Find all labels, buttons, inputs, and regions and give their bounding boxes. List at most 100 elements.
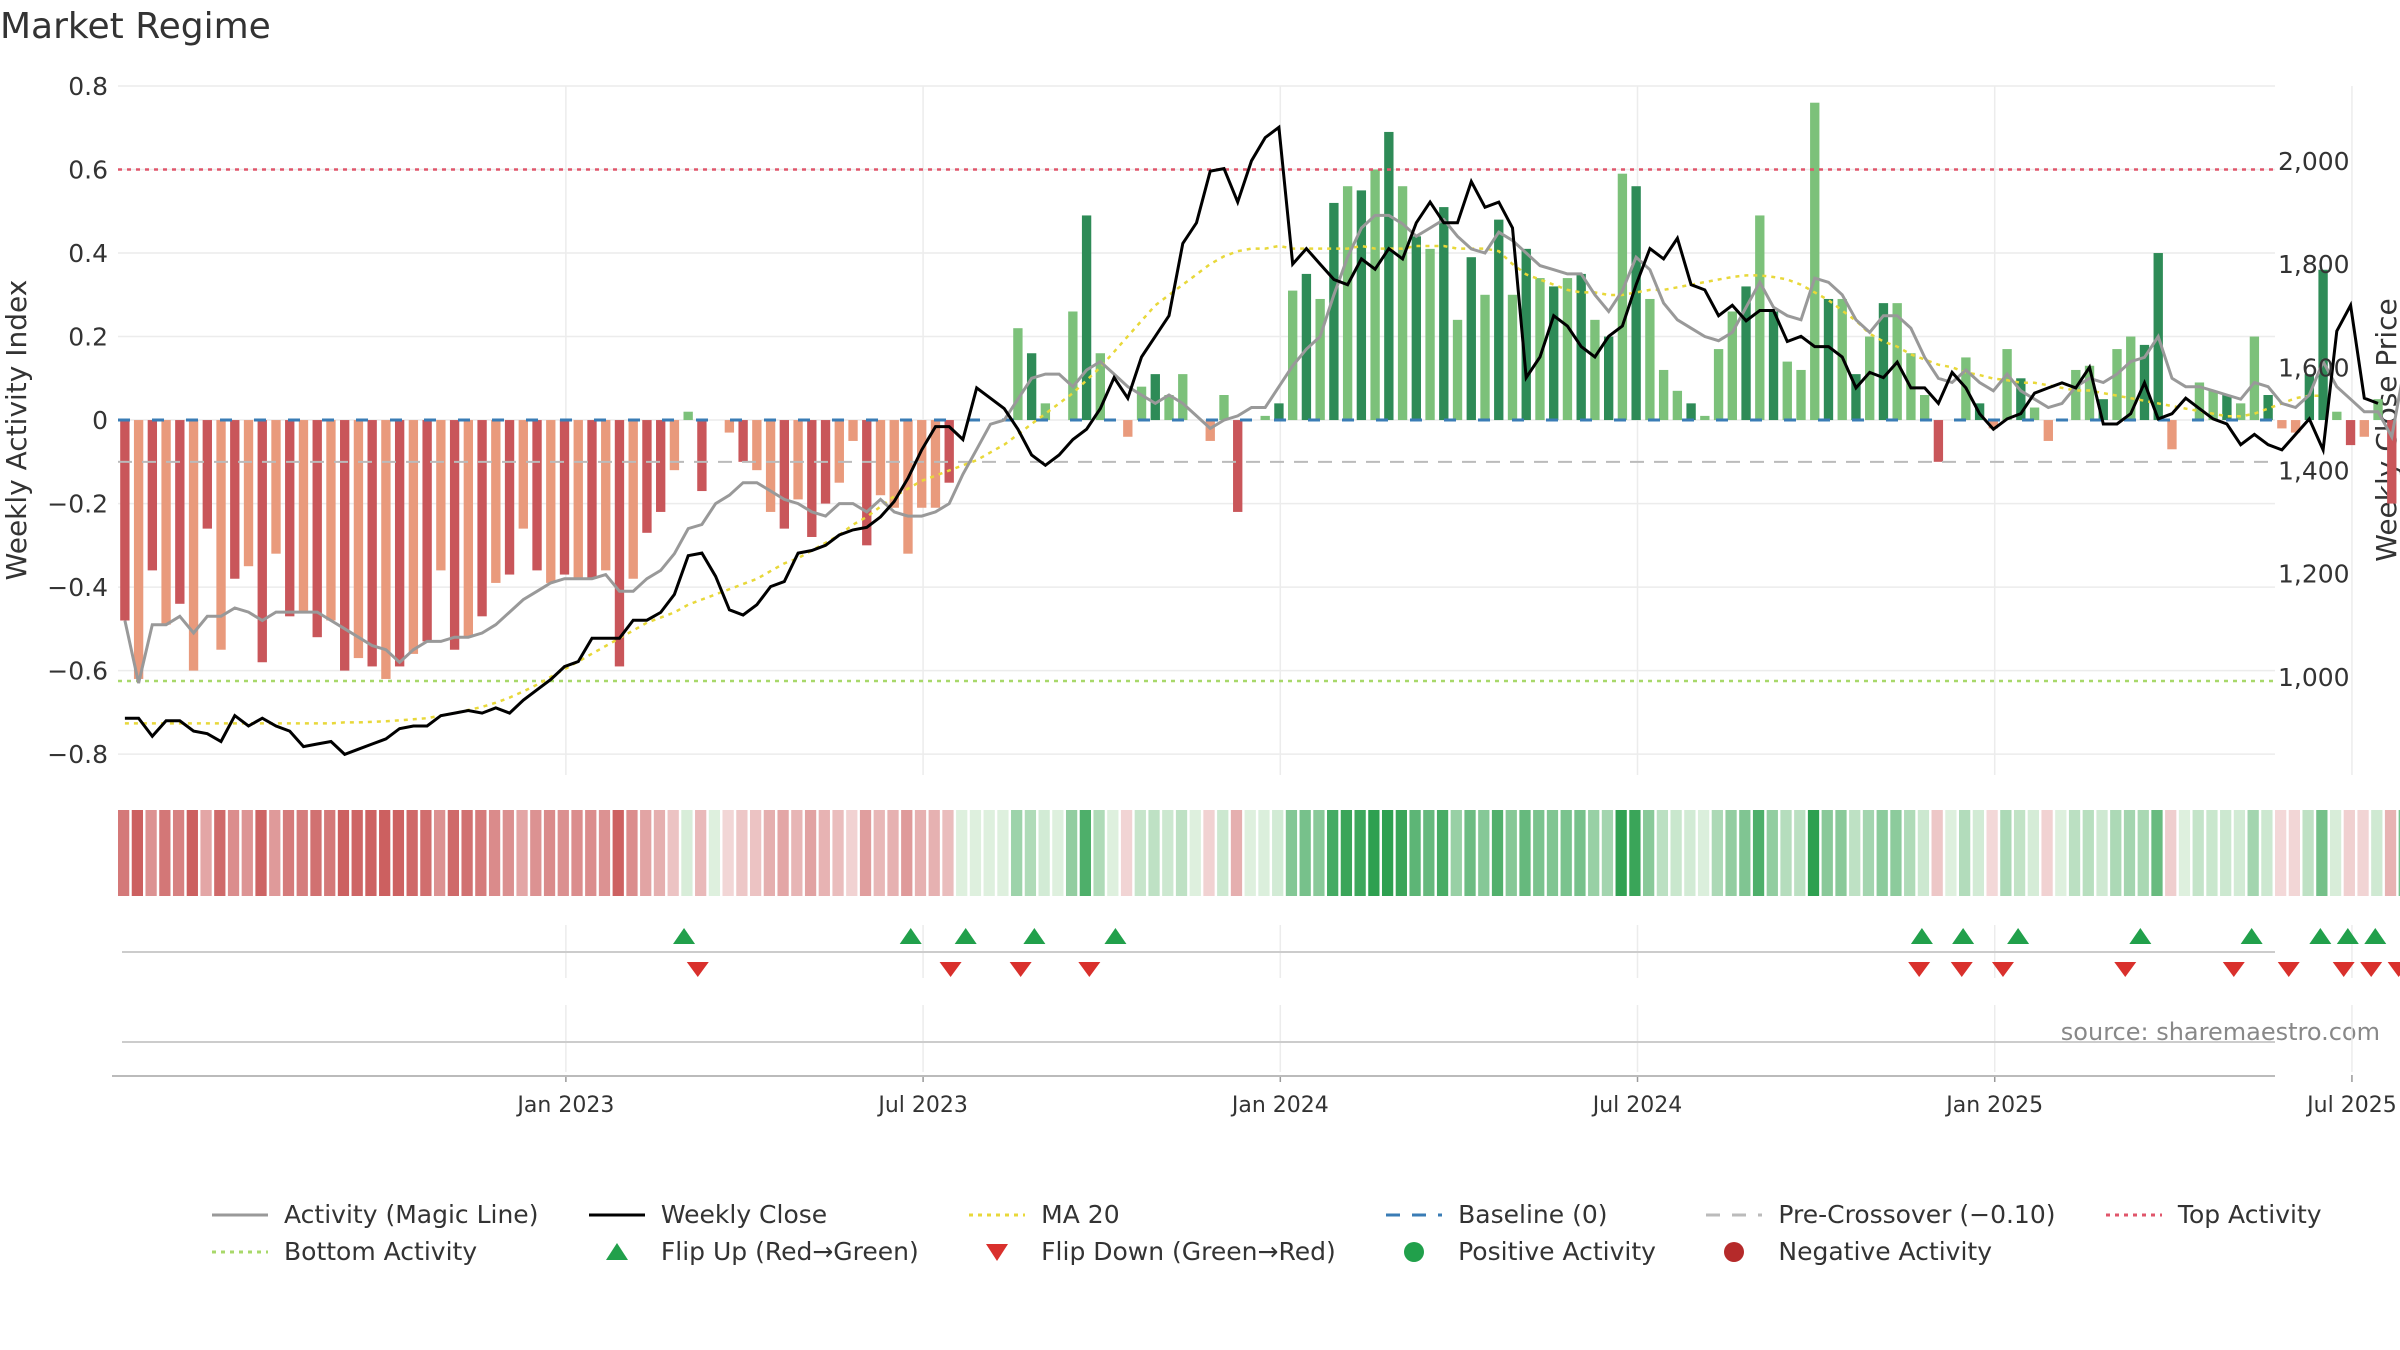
- activity-bar: [2359, 420, 2369, 437]
- heat-cell: [214, 810, 226, 896]
- activity-bar: [147, 420, 158, 571]
- y-tick-label: −0.2: [47, 490, 108, 519]
- heat-cell: [488, 810, 501, 896]
- activity-bar: [2387, 420, 2397, 504]
- heat-cell: [1904, 810, 1916, 896]
- activity-bar: [188, 420, 199, 671]
- activity-bar: [312, 420, 322, 638]
- activity-bar: [2318, 269, 2328, 421]
- activity-bar: [944, 420, 954, 483]
- heat-cell: [1272, 810, 1284, 896]
- activity-bar: [1686, 403, 1696, 421]
- heat-cell: [1959, 810, 1971, 896]
- heat-cell: [1464, 810, 1476, 896]
- heat-cell: [1931, 810, 1943, 896]
- heat-cell: [983, 810, 995, 896]
- heat-cell: [269, 810, 281, 896]
- activity-bar: [930, 420, 941, 508]
- activity-bar: [1466, 257, 1476, 421]
- activity-bar: [2016, 378, 2026, 421]
- heat-cell: [1519, 810, 1531, 896]
- legend-item: Pre-Crossover (−0.10): [1704, 1200, 2094, 1229]
- x-tick-label: Jul 2025: [2305, 1093, 2397, 1118]
- flip-down-marker: [1950, 962, 1973, 977]
- activity-bar: [1741, 286, 1751, 421]
- activity-bar: [2290, 420, 2301, 433]
- legend-item: Top Activity: [2104, 1200, 2360, 1229]
- heat-cell: [1038, 810, 1050, 896]
- activity-bar: [1658, 369, 1669, 421]
- heat-cell: [365, 810, 377, 896]
- activity-bar: [271, 420, 281, 554]
- activity-bar: [1040, 403, 1051, 421]
- heat-cell: [1491, 810, 1504, 896]
- heat-cell: [1670, 810, 1682, 896]
- heat-cell: [1533, 810, 1545, 896]
- heat-cell: [1230, 810, 1243, 896]
- heat-cell: [1450, 810, 1462, 896]
- y-tick-label: 0.4: [68, 239, 108, 268]
- flip-up-marker: [2240, 928, 2263, 944]
- heat-cell: [804, 810, 817, 896]
- x-tick-label: Jul 2024: [1591, 1093, 1683, 1118]
- activity-bar: [2249, 336, 2260, 421]
- ma20-line: [124, 244, 2324, 725]
- activity-bar: [669, 420, 680, 471]
- y-tick-label: 0.2: [68, 323, 108, 352]
- heat-cell: [255, 810, 267, 896]
- activity-bar: [504, 420, 515, 575]
- activity-bar: [2208, 390, 2218, 421]
- heat-cell: [2068, 810, 2081, 896]
- legend-label: Pre-Crossover (−0.10): [1778, 1200, 2056, 1229]
- activity-bar: [628, 420, 638, 579]
- activity-bar: [779, 420, 790, 529]
- heat-cell: [2110, 810, 2122, 896]
- activity-bar: [1933, 420, 1944, 462]
- activity-bar: [1755, 215, 1765, 421]
- heat-cell: [1862, 810, 1875, 896]
- activity-bar: [601, 420, 611, 571]
- activity-bar: [2098, 399, 2108, 421]
- heat-cell: [1354, 810, 1366, 896]
- activity-bar: [2126, 336, 2136, 421]
- heat-cell: [763, 810, 775, 896]
- heat-cell: [1093, 810, 1105, 896]
- activity-bar: [1919, 395, 1930, 421]
- heat-cell: [1972, 810, 1985, 896]
- heat-cell: [1368, 810, 1380, 896]
- activity-bar: [367, 420, 377, 667]
- y-tick-label: −0.4: [47, 573, 108, 602]
- activity-bar: [449, 420, 460, 650]
- legend-label: Negative Activity: [1778, 1237, 1993, 1266]
- heat-cell: [1849, 810, 1861, 896]
- activity-bar: [2071, 369, 2081, 421]
- heat-cell: [1505, 810, 1517, 896]
- legend-key-solid-line: [212, 1213, 268, 1216]
- activity-bar: [2194, 382, 2205, 421]
- heat-cell: [1299, 810, 1311, 896]
- heat-cell: [433, 810, 446, 896]
- heat-cell: [2055, 810, 2067, 896]
- y-tick-label: −0.8: [47, 740, 108, 769]
- flip-down-marker: [2387, 962, 2400, 977]
- activity-bar: [1521, 248, 1531, 421]
- y2-tick-label: 1,200: [2278, 560, 2350, 589]
- y2-tick-label: 1,600: [2278, 353, 2350, 382]
- legend-item: Baseline (0): [1384, 1200, 1694, 1229]
- heat-cell: [351, 810, 363, 896]
- heat-cell: [1794, 810, 1806, 896]
- activity-bar: [573, 420, 583, 579]
- heat-cell: [1739, 810, 1751, 896]
- legend-label: Flip Up (Red→Green): [660, 1237, 919, 1266]
- heat-cell: [2261, 810, 2273, 896]
- activity-bar: [381, 420, 391, 679]
- heat-cell: [516, 810, 528, 896]
- flip-up-marker: [2129, 928, 2152, 944]
- activity-bar: [1700, 415, 1710, 421]
- weekly-close-line: [124, 124, 2379, 757]
- activity-bar: [1329, 202, 1339, 421]
- heat-cell: [1725, 810, 1737, 896]
- heat-cell: [2027, 810, 2039, 896]
- activity-bar: [1865, 336, 1875, 421]
